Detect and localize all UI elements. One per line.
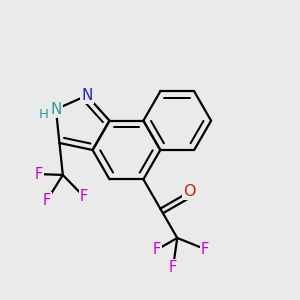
Text: H: H xyxy=(39,108,49,121)
Text: F: F xyxy=(201,242,209,257)
Text: F: F xyxy=(80,189,88,204)
Text: F: F xyxy=(153,242,161,257)
Text: O: O xyxy=(183,184,196,199)
Text: N: N xyxy=(50,102,61,117)
Text: F: F xyxy=(35,167,43,182)
Text: F: F xyxy=(169,260,177,275)
Text: F: F xyxy=(43,193,51,208)
Text: N: N xyxy=(81,88,92,103)
